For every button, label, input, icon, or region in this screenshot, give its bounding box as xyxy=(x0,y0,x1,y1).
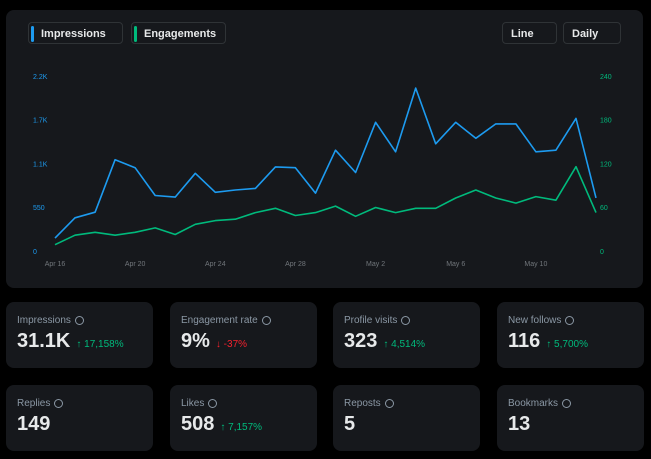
x-tick-label: May 2 xyxy=(366,261,385,268)
stat-card: Likes 508 ↑ 7,157% xyxy=(170,385,317,451)
y2-tick-label: 240 xyxy=(600,74,612,81)
stat-change: ↑ 5,700% xyxy=(546,339,588,350)
stat-label-row: Bookmarks xyxy=(508,398,572,409)
stat-value: 13 xyxy=(508,413,531,435)
x-tick-label: Apr 16 xyxy=(45,261,66,268)
stat-card: Profile visits 323 ↑ 4,514% xyxy=(333,302,480,368)
info-icon[interactable] xyxy=(401,316,411,325)
info-icon[interactable] xyxy=(54,399,64,408)
stat-change: ↑ 17,158% xyxy=(76,339,124,350)
stat-change: ↑ 4,514% xyxy=(383,339,426,350)
info-icon[interactable] xyxy=(565,316,575,325)
stat-value: 149 xyxy=(17,413,51,435)
legend-toggle[interactable]: Engagements xyxy=(131,22,226,44)
series-line xyxy=(54,87,597,239)
info-icon[interactable] xyxy=(562,399,572,408)
stat-label: Impressions xyxy=(17,315,71,326)
stat-label: Bookmarks xyxy=(508,398,559,409)
stat-label-row: Profile visits xyxy=(344,315,411,326)
legend-label: Engagements xyxy=(144,28,217,40)
x-tick-label: May 6 xyxy=(446,261,465,268)
y2-tick-label: 0 xyxy=(600,249,604,256)
chart-panel xyxy=(6,10,643,288)
stat-label-row: Reposts xyxy=(344,398,394,409)
info-icon[interactable] xyxy=(261,316,271,325)
stat-label: Engagement rate xyxy=(181,315,258,326)
stat-value-row: 31.1K ↑ 17,158% xyxy=(17,330,124,353)
stat-label-row: Impressions xyxy=(17,315,84,326)
stat-change: ↑ 7,157% xyxy=(220,422,263,433)
x-tick-label: May 10 xyxy=(524,261,547,268)
stat-card: Replies 149 xyxy=(6,385,153,451)
x-tick-label: Apr 28 xyxy=(285,261,306,268)
control-button[interactable]: Daily xyxy=(563,22,621,44)
stat-value-row: 5 xyxy=(344,413,355,436)
stat-value: 323 xyxy=(344,330,378,352)
legend-toggle[interactable]: Impressions xyxy=(28,22,123,44)
stat-change: ↓ -37% xyxy=(215,339,248,350)
stat-card: Bookmarks 13 xyxy=(497,385,644,451)
y2-tick-label: 180 xyxy=(600,118,612,125)
stat-value: 116 xyxy=(508,330,541,352)
stat-card: Engagement rate 9% ↓ -37% xyxy=(170,302,317,368)
stat-value-row: 9% ↓ -37% xyxy=(181,330,247,353)
info-icon[interactable] xyxy=(74,316,84,325)
stat-card: New follows 116 ↑ 5,700% xyxy=(497,302,644,368)
stat-value: 508 xyxy=(181,413,215,435)
stat-label-row: Engagement rate xyxy=(181,315,271,326)
legend-swatch xyxy=(134,26,137,42)
stat-label-row: Likes xyxy=(181,398,218,409)
stat-value-row: 116 ↑ 5,700% xyxy=(508,330,588,353)
control-button[interactable]: Line xyxy=(502,22,557,44)
y2-tick-label: 60 xyxy=(600,205,608,212)
chart: 0 550 1.1K 1.7K 2.2K 0 60 120 180 240 Apr 16 Apr 20… xyxy=(33,74,612,268)
stat-value: 9% xyxy=(181,330,210,352)
legend-label: Impressions xyxy=(41,28,106,40)
legend-swatch xyxy=(31,26,34,42)
stat-label-row: New follows xyxy=(508,315,575,326)
y2-tick-label: 120 xyxy=(600,161,612,168)
stat-value-row: 13 xyxy=(508,413,530,436)
x-tick-label: Apr 20 xyxy=(125,261,146,268)
stat-card: Reposts 5 xyxy=(333,385,480,451)
stat-value: 5 xyxy=(344,413,356,435)
x-tick-label: Apr 24 xyxy=(205,261,226,268)
y-tick-label: 1.1K xyxy=(33,161,48,168)
stat-label-row: Replies xyxy=(17,398,64,409)
stat-label: New follows xyxy=(508,315,562,326)
stat-value: 31.1K xyxy=(17,330,71,352)
stat-label: Reposts xyxy=(344,398,381,409)
y-tick-label: 1.7K xyxy=(33,118,48,125)
stat-label: Profile visits xyxy=(344,315,398,326)
info-icon[interactable] xyxy=(384,399,394,408)
series-line xyxy=(54,165,597,246)
stat-value-row: 149 xyxy=(17,413,50,436)
y-tick-label: 550 xyxy=(33,205,45,212)
info-icon[interactable] xyxy=(208,399,218,408)
stat-label: Replies xyxy=(17,398,51,409)
stat-label: Likes xyxy=(181,398,205,409)
stat-value-row: 323 ↑ 4,514% xyxy=(344,330,425,353)
stat-card: Impressions 31.1K ↑ 17,158% xyxy=(6,302,153,368)
stat-value-row: 508 ↑ 7,157% xyxy=(181,413,262,436)
y-tick-label: 2.2K xyxy=(33,74,48,81)
y-tick-label: 0 xyxy=(33,249,37,256)
